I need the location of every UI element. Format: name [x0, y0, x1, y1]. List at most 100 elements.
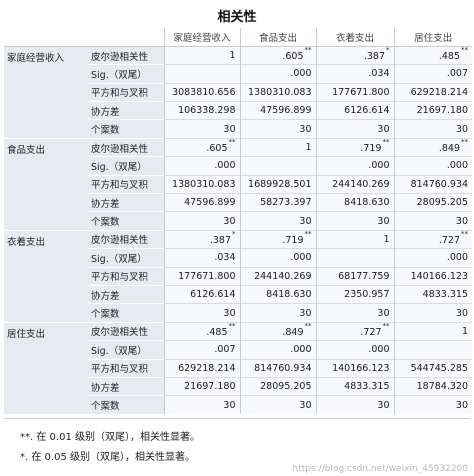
- cell-number: .605: [282, 51, 304, 63]
- value-cell: .605**: [239, 45, 316, 65]
- statistic-label: Sig.（双尾）: [88, 340, 164, 360]
- significance-marker: *: [232, 229, 236, 238]
- row-variable-label: 衣着支出: [4, 229, 88, 323]
- value-cell: .000: [239, 340, 316, 360]
- value-cell: 140166.123: [393, 266, 472, 286]
- value-cell: [393, 340, 472, 360]
- value-cell: .849**: [239, 321, 316, 341]
- value-cell: 2350.957: [315, 284, 394, 304]
- value-cell: .034: [163, 248, 240, 268]
- value-cell: 28095.205: [239, 376, 316, 396]
- table-row: 协方差 106338.298 47596.899 6126.614 21697.180: [4, 101, 472, 120]
- corner-cell: [4, 28, 88, 47]
- table-row: 平方和与叉积 629218.214 814760.934 140166.123 5447…: [4, 358, 472, 378]
- value-cell: 30: [315, 211, 394, 231]
- value-cell: 30: [315, 119, 394, 139]
- significance-marker: **: [304, 229, 312, 238]
- corner-cell: [88, 28, 164, 47]
- row-variable-label: 食品支出: [4, 137, 88, 231]
- statistic-label: 个案数: [88, 303, 164, 323]
- value-cell: 1380310.083: [163, 174, 240, 194]
- value-cell: .387*: [163, 229, 240, 249]
- statistic-label: 皮尔逊相关性: [88, 45, 164, 65]
- cell-number: .605: [206, 143, 228, 155]
- column-header-row: 家庭经营收入 食品支出 衣着支出 居住支出: [4, 28, 472, 47]
- value-cell: 140166.123: [315, 358, 394, 378]
- value-cell: 1: [163, 45, 240, 65]
- table-title: 相关性: [217, 10, 257, 25]
- value-cell: 244140.269: [239, 266, 316, 286]
- statistic-label: 个案数: [88, 119, 164, 139]
- watermark: https://blog.csdn.net/weixin_45932200: [292, 464, 468, 474]
- value-cell: .007: [163, 340, 240, 360]
- statistic-label: Sig.（双尾）: [88, 156, 164, 176]
- column-header: 居住支出: [393, 28, 472, 47]
- value-cell: 21697.180: [163, 376, 240, 396]
- statistic-label: 平方和与叉积: [88, 174, 164, 194]
- value-cell: 629218.214: [163, 358, 240, 378]
- value-cell: .000: [163, 156, 240, 176]
- significance-marker: **: [461, 229, 468, 238]
- value-cell: 4833.315: [393, 284, 472, 304]
- value-cell: 106338.298: [163, 101, 240, 120]
- statistic-label: 协方差: [88, 193, 164, 212]
- value-cell: 30: [315, 395, 394, 415]
- value-cell: 30: [239, 395, 316, 415]
- table-row: 协方差 6126.614 8418.630 2350.957 4833.315: [4, 284, 472, 304]
- row-variable-label: 居住支出: [4, 321, 88, 415]
- value-cell: .727**: [315, 321, 394, 341]
- significance-marker: **: [304, 321, 312, 330]
- significance-marker: **: [461, 46, 468, 54]
- value-cell: 3083810.656: [163, 82, 240, 102]
- table-row: 居住支出 皮尔逊相关性 .485** .849** .727** 1: [4, 321, 472, 415]
- value-cell: 177671.800: [315, 82, 394, 102]
- significance-marker: **: [228, 137, 236, 146]
- table-row: 衣着支出 皮尔逊相关性 .387* .719** 1.727**: [4, 229, 472, 323]
- value-cell: .034: [315, 64, 394, 84]
- value-cell: 1: [239, 137, 316, 157]
- value-cell: .485**: [393, 45, 472, 65]
- value-cell: 30: [393, 211, 472, 231]
- table-row: 个案数 30 30 30 30: [4, 303, 472, 323]
- value-cell: 30: [239, 211, 316, 231]
- value-cell: 30: [163, 211, 240, 231]
- column-header: 衣着支出: [315, 28, 394, 47]
- statistic-label: Sig.（双尾）: [88, 64, 164, 84]
- footnote: **. 在 0.01 级别（双尾），相关性显著。: [20, 432, 200, 443]
- statistic-label: 协方差: [88, 101, 164, 120]
- value-cell: .719**: [315, 137, 394, 157]
- table-row: 协方差 47596.899 58273.397 8418.630 28095.205: [4, 193, 472, 212]
- value-cell: 47596.899: [239, 101, 316, 120]
- correlation-table: 家庭经营收入 食品支出 衣着支出 居住支出 家庭经营收入 皮尔逊相关性 1.605*…: [4, 28, 472, 415]
- value-cell: 1: [315, 229, 394, 249]
- value-cell: 30: [163, 395, 240, 415]
- value-cell: 8418.630: [239, 284, 316, 304]
- cell-number: .727: [438, 235, 460, 247]
- value-cell: 1689928.501: [239, 174, 316, 194]
- significance-marker: **: [382, 137, 390, 146]
- value-cell: 21697.180: [393, 101, 472, 120]
- statistic-label: 平方和与叉积: [88, 82, 164, 102]
- cell-number: .849: [282, 327, 304, 339]
- value-cell: .000: [315, 156, 394, 176]
- value-cell: 814760.934: [239, 358, 316, 378]
- significance-marker: *: [386, 46, 390, 54]
- cell-number: .719: [360, 143, 382, 155]
- value-cell: 18784.320: [393, 376, 472, 396]
- statistic-label: 皮尔逊相关性: [88, 137, 164, 157]
- value-cell: .000: [393, 156, 472, 176]
- cell-number: .727: [360, 327, 382, 339]
- value-cell: .727**: [393, 229, 472, 249]
- significance-marker: **: [382, 321, 390, 330]
- value-cell: .485**: [163, 321, 240, 341]
- value-cell: 1: [393, 321, 472, 341]
- footnote-divider: [4, 418, 470, 419]
- value-cell: 30: [163, 119, 240, 139]
- value-cell: .000: [239, 64, 316, 84]
- value-cell: 30: [239, 119, 316, 139]
- table-row: 个案数 30 30 30 30: [4, 119, 472, 139]
- row-variable-label: 家庭经营收入: [4, 45, 88, 139]
- table-row: 平方和与叉积 3083810.656 1380310.083 177671.800 62…: [4, 82, 472, 102]
- column-header: 家庭经营收入: [163, 28, 240, 47]
